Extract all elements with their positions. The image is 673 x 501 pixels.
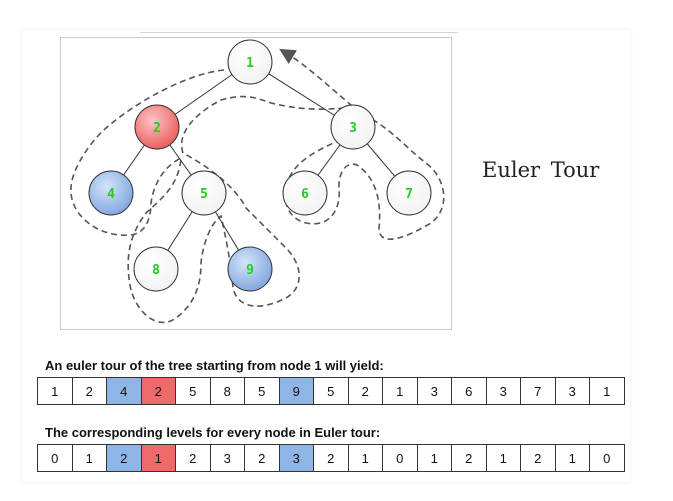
- tour-cell: 1: [38, 377, 73, 405]
- tree-node-9: 9: [227, 246, 273, 292]
- tree-node-circle: [181, 170, 227, 216]
- tour-cell: 5: [176, 377, 211, 405]
- tree-node-circle: [227, 39, 273, 85]
- tree-node-label: 1: [246, 56, 254, 71]
- tree-node-label: 4: [107, 187, 115, 202]
- levels-caption: The corresponding levels for every node …: [45, 425, 381, 440]
- tree-node-label: 5: [200, 187, 208, 202]
- tour-cell: 5: [314, 377, 349, 405]
- tour-cell: 2: [348, 377, 383, 405]
- level-cell: 0: [38, 444, 73, 472]
- tree-node-2: 2: [134, 104, 180, 150]
- tree-node-circle: [134, 104, 180, 150]
- tour-caption: An euler tour of the tree starting from …: [45, 358, 384, 373]
- tree-node-circle: [330, 104, 376, 150]
- tree-diagram: 1 2 3 4 5 6 7 8 9: [60, 37, 452, 330]
- tour-cell: 2: [72, 377, 107, 405]
- tree-node-6: 6: [282, 170, 328, 216]
- level-cell: 0: [590, 444, 625, 472]
- level-cell: 1: [486, 444, 521, 472]
- tree-node-circle: [386, 170, 432, 216]
- level-cell: 1: [348, 444, 383, 472]
- tree-node-label: 9: [246, 263, 254, 278]
- tree-node-label: 3: [349, 121, 357, 136]
- tree-node-circle: [133, 246, 179, 292]
- level-cell: 2: [452, 444, 487, 472]
- tree-node-label: 2: [153, 121, 161, 136]
- tree-node-1: 1: [227, 39, 273, 85]
- euler-tour-dashed-outline: [70, 48, 445, 324]
- level-cell: 2: [314, 444, 349, 472]
- level-cell: 1: [72, 444, 107, 472]
- tour-cell: 5: [245, 377, 280, 405]
- level-cell: 2: [245, 444, 280, 472]
- level-cell: 1: [555, 444, 590, 472]
- level-cell: 1: [417, 444, 452, 472]
- tour-cell: 4: [107, 377, 142, 405]
- tree-nodes: 1 2 3 4 5 6 7 8 9: [88, 39, 432, 292]
- tour-cell: 9: [279, 377, 314, 405]
- tree-node-label: 7: [405, 187, 413, 202]
- tour-cell: 3: [555, 377, 590, 405]
- tour-cell: 7: [521, 377, 556, 405]
- tree-node-circle: [227, 246, 273, 292]
- tour-cell: 2: [141, 377, 176, 405]
- tour-cell: 6: [452, 377, 487, 405]
- level-cell: 2: [521, 444, 556, 472]
- level-cell: 0: [383, 444, 418, 472]
- tree-node-label: 6: [301, 187, 309, 202]
- tour-cell: 8: [210, 377, 245, 405]
- level-cell: 1: [141, 444, 176, 472]
- tree-node-8: 8: [133, 246, 179, 292]
- tour-cell: 1: [383, 377, 418, 405]
- diagram-title: Euler Tour: [482, 158, 600, 182]
- euler-tour-path: [70, 48, 445, 324]
- tree-node-circle: [282, 170, 328, 216]
- tour-cell: 3: [417, 377, 452, 405]
- tree-node-3: 3: [330, 104, 376, 150]
- level-cell: 3: [279, 444, 314, 472]
- tree-svg: 1 2 3 4 5 6 7 8 9: [70, 39, 445, 324]
- top-divider: [140, 32, 458, 33]
- level-cell: 2: [107, 444, 142, 472]
- tree-edges: [110, 61, 410, 270]
- tree-node-7: 7: [386, 170, 432, 216]
- tree-node-label: 8: [152, 263, 160, 278]
- tree-node-4: 4: [88, 170, 134, 216]
- tour-cell: 3: [486, 377, 521, 405]
- tree-node-circle: [88, 170, 134, 216]
- level-cell: 3: [210, 444, 245, 472]
- tour-cell: 1: [590, 377, 625, 405]
- level-cell: 2: [176, 444, 211, 472]
- tree-node-5: 5: [181, 170, 227, 216]
